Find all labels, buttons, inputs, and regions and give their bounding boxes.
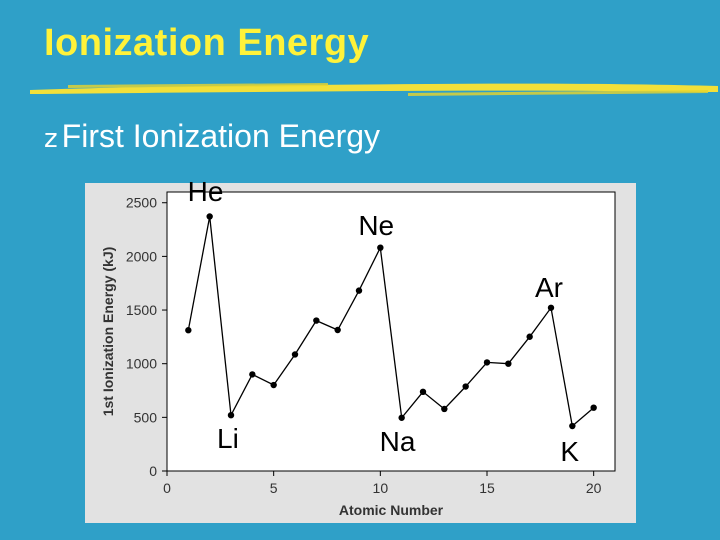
data-point (398, 414, 405, 421)
element-label-li: Li (217, 423, 239, 455)
ionization-chart: 0 500 1000 1500 2000 2500 0 5 10 15 20 Atomic Numbe… (100, 191, 616, 518)
data-point (206, 213, 213, 220)
y-tick-label: 500 (134, 409, 158, 425)
x-tick-label: 10 (373, 480, 389, 496)
data-point (462, 383, 469, 390)
y-axis-label: 1st Ionization Energy (kJ) (100, 247, 116, 417)
y-tick-label: 2000 (126, 248, 157, 264)
data-point (569, 422, 576, 430)
element-label-k: K (560, 436, 580, 468)
x-tick-label: 20 (586, 480, 602, 496)
data-point (291, 351, 299, 358)
data-point (185, 327, 192, 334)
chart-panel: 0 500 1000 1500 2000 2500 0 5 10 15 20 Atomic Numbe… (85, 183, 636, 523)
x-tick-label: 0 (163, 480, 171, 496)
y-tick-label: 1500 (126, 302, 157, 318)
data-point (547, 304, 555, 311)
y-tick-label: 0 (149, 463, 157, 479)
y-tick-label: 1000 (126, 356, 157, 372)
element-label-ar: Ar (535, 271, 563, 303)
y-tick-label: 2500 (126, 195, 157, 211)
data-point (505, 360, 512, 367)
x-axis-label: Atomic Number (339, 502, 444, 518)
title-underline (30, 83, 718, 96)
data-point (377, 244, 384, 251)
data-point (355, 287, 363, 294)
data-point (249, 371, 256, 378)
element-label-na: Na (379, 425, 416, 457)
data-point (419, 388, 427, 396)
element-label-ne: Ne (358, 209, 395, 241)
x-tick-label: 15 (479, 480, 495, 496)
data-point (270, 381, 277, 389)
series-line (187, 216, 595, 428)
data-point (227, 412, 235, 419)
data-point (483, 359, 491, 366)
data-point (313, 317, 320, 324)
bullet-text: First Ionization Energy (61, 118, 381, 154)
bullet-item: z First Ionization Energy (44, 118, 380, 155)
data-point (334, 326, 341, 334)
data-point (526, 333, 533, 340)
x-tick-label: 5 (270, 480, 278, 496)
z-bullet-icon: z (44, 124, 58, 154)
data-point (590, 404, 597, 411)
element-label-he: He (187, 176, 224, 208)
data-point (441, 405, 448, 413)
slide-title: Ionization Energy (44, 22, 370, 64)
